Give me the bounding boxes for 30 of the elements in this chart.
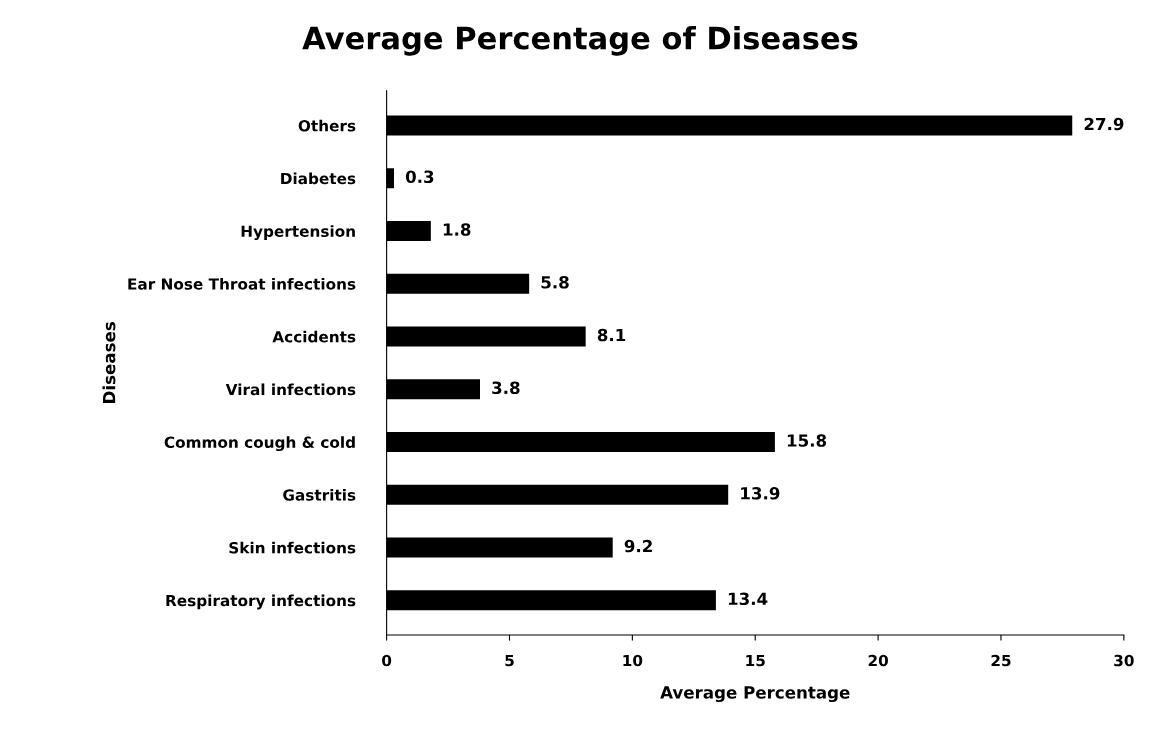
data-label: 13.9 <box>741 487 780 500</box>
y-tick-label: Respiratory infections <box>166 594 356 610</box>
x-axis-title: Average Percentage <box>660 686 850 703</box>
data-label: 3.8 <box>492 381 520 395</box>
x-tick-label: 25 <box>991 654 1011 667</box>
data-label: 27.9 <box>1084 117 1124 131</box>
y-tick-label: Gastritis <box>283 488 356 501</box>
data-label: 8.1 <box>597 328 626 342</box>
x-tick-label: 20 <box>868 654 888 667</box>
y-tick-label: Diabetes <box>281 172 356 185</box>
y-tick-label: Common cough & cold <box>164 436 355 452</box>
x-tick-label: 0 <box>382 654 392 667</box>
data-label: 15.8 <box>787 434 827 447</box>
data-label: 13.4 <box>728 592 768 606</box>
data-label: 9.2 <box>624 539 652 553</box>
y-axis-title: Diseases <box>102 322 116 403</box>
y-tick-label: Viral infections <box>225 383 356 396</box>
y-tick-label: Skin infections <box>229 541 356 554</box>
x-tick-label: 15 <box>746 654 765 667</box>
chart-title: Average Percentage of Diseases <box>302 25 858 56</box>
y-tick-label: Ear Nose Throat infections <box>128 277 356 290</box>
x-tick-label: 10 <box>623 654 643 667</box>
x-tick-label: 5 <box>505 654 514 667</box>
y-tick-label: Accidents <box>272 330 356 343</box>
y-tick-label: Others <box>298 119 356 132</box>
data-label: 5.8 <box>541 275 569 289</box>
data-label: 0.3 <box>405 170 434 184</box>
x-tick-label: 30 <box>1114 654 1134 667</box>
y-tick-label: Hypertension <box>241 225 355 241</box>
data-label: 1.8 <box>443 223 471 236</box>
